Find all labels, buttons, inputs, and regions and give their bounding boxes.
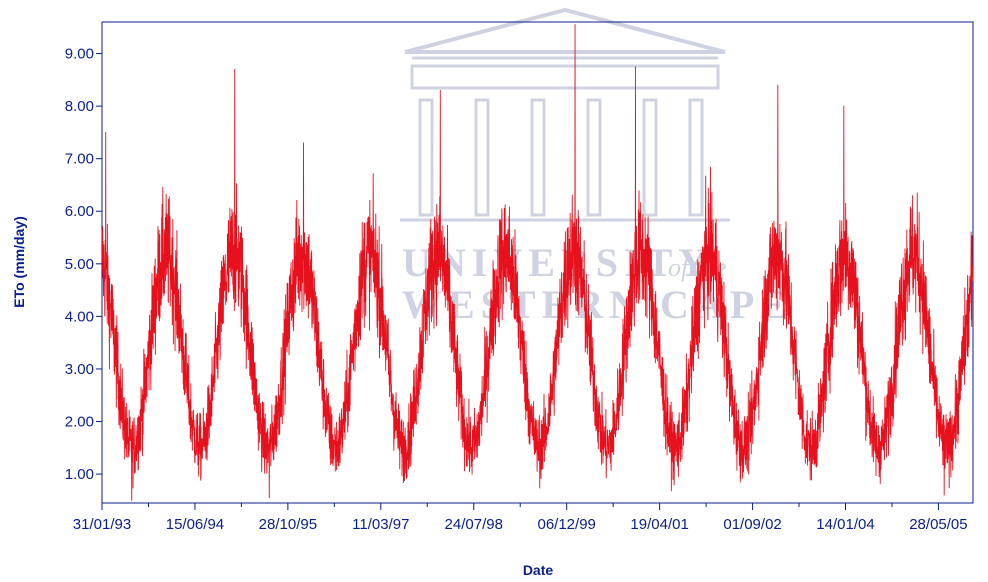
building-icon xyxy=(400,7,730,222)
watermark-line2: WESTERN CAPE xyxy=(402,282,793,327)
watermark-line1: UNIVERSITY xyxy=(402,240,713,285)
y-tick-label: 4.00 xyxy=(65,308,94,325)
x-tick-label: 15/06/94 xyxy=(166,516,224,533)
y-tick-label: 7.00 xyxy=(65,151,94,168)
y-tick-label: 8.00 xyxy=(65,98,94,115)
university-watermark: UNIVERSITY of the WESTERN CAPE xyxy=(400,7,793,327)
x-tick-label: 31/01/93 xyxy=(73,516,131,533)
eto-series-line xyxy=(101,24,974,501)
x-tick-label: 11/03/97 xyxy=(352,516,409,533)
y-tick-label: 5.00 xyxy=(65,256,94,273)
y-axis-title: ETo (mm/day) xyxy=(11,216,27,308)
y-tick-label: 9.00 xyxy=(65,46,94,63)
x-axis: 31/01/93 15/06/94 28/10/95 11/03/97 24/07/98… xyxy=(73,503,968,533)
x-tick-label: 01/09/02 xyxy=(723,516,781,533)
y-tick-label: 2.00 xyxy=(65,414,94,431)
x-tick-label: 28/10/95 xyxy=(259,516,317,533)
y-tick-label: 6.00 xyxy=(65,203,94,220)
x-tick-label: 06/12/99 xyxy=(537,516,595,533)
x-tick-label: 24/07/98 xyxy=(445,516,503,533)
y-axis: 1.00 2.00 3.00 4.00 5.00 6.00 7.00 8.00 9.00 xyxy=(65,46,102,483)
x-axis-title: Date xyxy=(523,562,554,578)
y-tick-label: 1.00 xyxy=(65,466,94,483)
x-tick-label: 19/04/01 xyxy=(630,516,688,533)
x-tick-label: 14/01/04 xyxy=(816,516,874,533)
plot-frame xyxy=(101,21,974,504)
y-tick-label: 3.00 xyxy=(65,361,94,378)
x-tick-label: 28/05/05 xyxy=(909,516,967,533)
